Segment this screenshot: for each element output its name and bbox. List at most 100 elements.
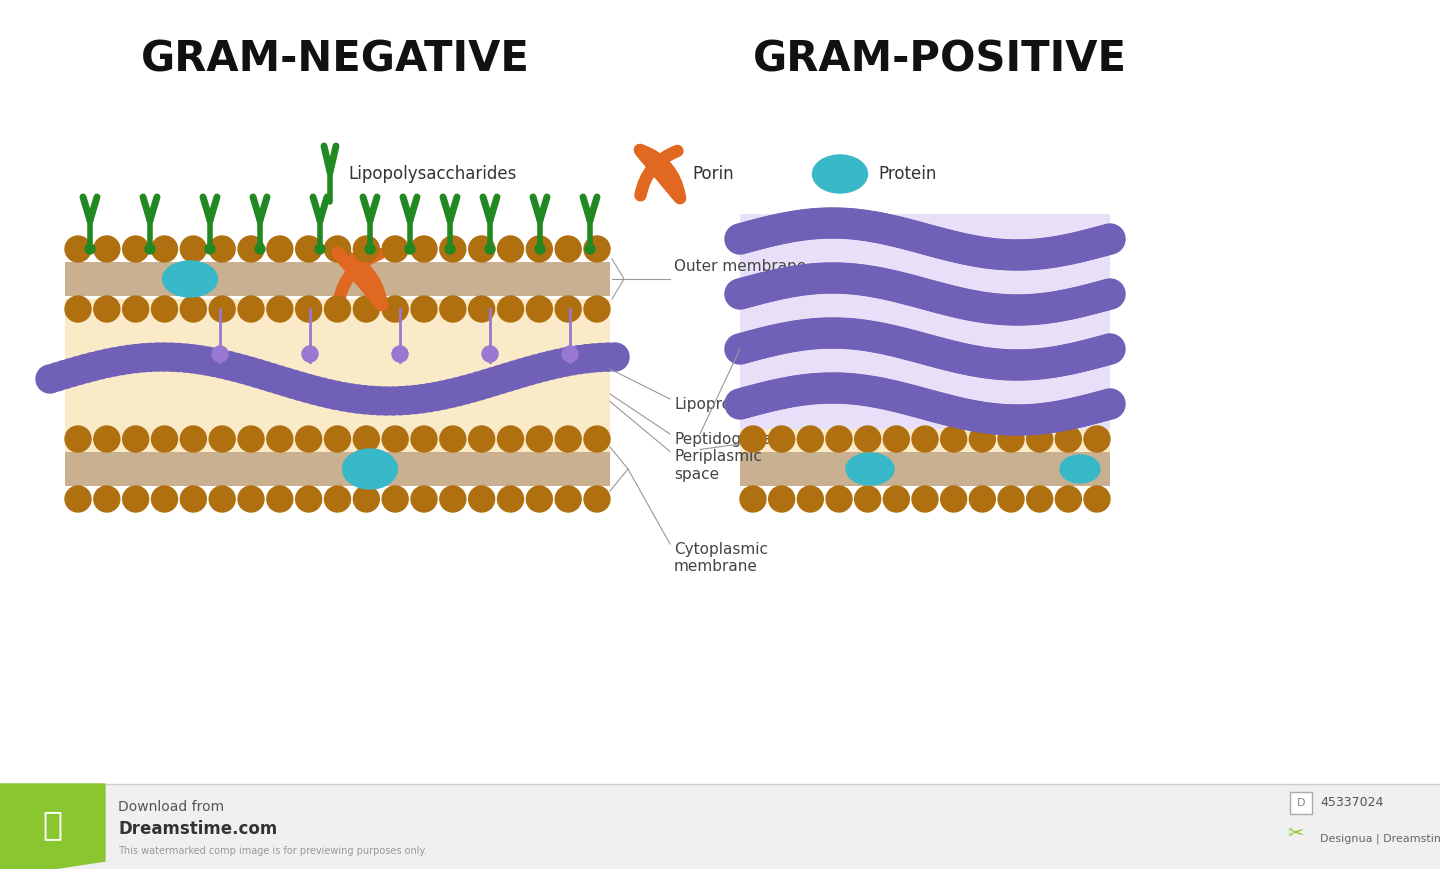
Circle shape xyxy=(415,384,444,412)
Circle shape xyxy=(799,209,829,239)
Circle shape xyxy=(1074,284,1104,315)
Circle shape xyxy=(1004,405,1034,435)
Circle shape xyxy=(958,235,988,266)
Circle shape xyxy=(243,360,271,388)
Circle shape xyxy=(458,374,485,402)
Circle shape xyxy=(766,214,796,243)
Circle shape xyxy=(940,486,966,512)
Circle shape xyxy=(863,377,893,408)
Circle shape xyxy=(891,219,922,249)
Circle shape xyxy=(808,318,838,348)
Circle shape xyxy=(733,332,763,362)
Circle shape xyxy=(1045,346,1076,376)
Text: Cytoplasmic
membrane: Cytoplasmic membrane xyxy=(674,542,768,574)
Circle shape xyxy=(1008,240,1038,270)
Circle shape xyxy=(1074,340,1104,369)
Circle shape xyxy=(949,399,979,429)
Text: Outer membrane: Outer membrane xyxy=(674,259,806,274)
Circle shape xyxy=(975,238,1005,269)
Circle shape xyxy=(1070,230,1100,261)
Circle shape xyxy=(1041,401,1071,432)
Circle shape xyxy=(382,486,408,512)
Circle shape xyxy=(841,209,871,239)
Circle shape xyxy=(841,264,871,295)
Circle shape xyxy=(279,370,307,398)
Circle shape xyxy=(904,388,933,417)
Circle shape xyxy=(1066,396,1096,427)
Circle shape xyxy=(436,380,465,408)
Text: 45337024: 45337024 xyxy=(1320,797,1384,810)
Circle shape xyxy=(122,236,148,262)
Circle shape xyxy=(829,374,858,403)
Circle shape xyxy=(912,389,942,420)
Circle shape xyxy=(65,356,92,384)
Circle shape xyxy=(737,386,768,415)
Text: Porin: Porin xyxy=(693,165,733,183)
Circle shape xyxy=(808,209,838,238)
Circle shape xyxy=(829,263,858,294)
Circle shape xyxy=(924,228,955,258)
Circle shape xyxy=(909,334,937,363)
Circle shape xyxy=(1056,486,1081,512)
Circle shape xyxy=(386,387,415,415)
Circle shape xyxy=(1061,233,1092,262)
Circle shape xyxy=(1070,341,1100,370)
Circle shape xyxy=(1092,335,1120,365)
Circle shape xyxy=(1061,397,1092,428)
Circle shape xyxy=(953,289,984,320)
Circle shape xyxy=(372,387,400,415)
Circle shape xyxy=(975,348,1005,378)
Text: Periplasmic
space: Periplasmic space xyxy=(674,449,762,482)
Circle shape xyxy=(850,321,880,350)
Circle shape xyxy=(962,291,992,322)
Text: Download from: Download from xyxy=(118,800,225,814)
Circle shape xyxy=(600,343,629,371)
Circle shape xyxy=(1066,287,1096,316)
Circle shape xyxy=(867,323,896,353)
Circle shape xyxy=(825,208,855,238)
Circle shape xyxy=(94,349,121,377)
Circle shape xyxy=(887,383,917,413)
Circle shape xyxy=(1037,348,1067,377)
Circle shape xyxy=(834,209,863,239)
Circle shape xyxy=(841,319,871,349)
Circle shape xyxy=(357,387,386,415)
Circle shape xyxy=(65,236,91,262)
Circle shape xyxy=(788,210,818,240)
Circle shape xyxy=(755,381,785,411)
Circle shape xyxy=(572,345,600,373)
Text: Protein: Protein xyxy=(878,165,936,183)
Circle shape xyxy=(958,290,988,321)
Circle shape xyxy=(1028,294,1058,323)
Circle shape xyxy=(379,387,408,415)
Circle shape xyxy=(896,330,926,360)
Circle shape xyxy=(94,486,120,512)
Circle shape xyxy=(995,240,1025,270)
Circle shape xyxy=(979,348,1008,379)
Circle shape xyxy=(1066,342,1096,372)
Circle shape xyxy=(1041,236,1071,267)
Bar xyxy=(65,262,611,296)
Circle shape xyxy=(585,296,611,322)
Circle shape xyxy=(816,263,847,293)
Circle shape xyxy=(229,355,258,383)
Circle shape xyxy=(94,426,120,452)
Circle shape xyxy=(854,321,884,351)
Circle shape xyxy=(559,347,586,375)
Circle shape xyxy=(874,325,904,355)
Circle shape xyxy=(845,320,876,350)
Circle shape xyxy=(909,388,937,419)
Circle shape xyxy=(999,405,1030,435)
Circle shape xyxy=(36,365,63,393)
Circle shape xyxy=(1032,293,1063,323)
Circle shape xyxy=(468,296,495,322)
Circle shape xyxy=(209,486,235,512)
Circle shape xyxy=(750,328,780,357)
Circle shape xyxy=(808,373,838,403)
Circle shape xyxy=(783,375,814,406)
Circle shape xyxy=(755,327,785,356)
Circle shape xyxy=(759,381,788,410)
Circle shape xyxy=(585,236,611,262)
Circle shape xyxy=(733,276,763,307)
Circle shape xyxy=(940,426,966,452)
